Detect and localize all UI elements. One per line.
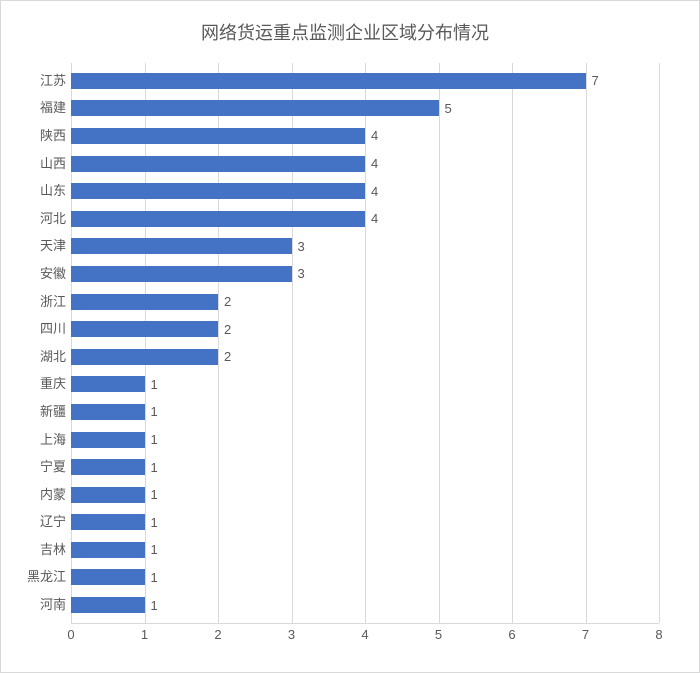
bar bbox=[71, 542, 145, 558]
bar-value-label: 1 bbox=[151, 460, 158, 475]
bar bbox=[71, 266, 292, 282]
bar-row: 福建5 bbox=[71, 97, 659, 119]
bar bbox=[71, 238, 292, 254]
bar-category-label: 吉林 bbox=[11, 539, 66, 561]
chart-container: 网络货运重点监测企业区域分布情况 江苏7福建5陕西4山西4山东4河北4天津3安徽… bbox=[0, 0, 700, 673]
x-tick: 6 bbox=[508, 627, 515, 642]
bar-value-label: 1 bbox=[151, 404, 158, 419]
bar-category-label: 内蒙 bbox=[11, 484, 66, 506]
bar bbox=[71, 514, 145, 530]
bar-row: 山西4 bbox=[71, 153, 659, 175]
bar bbox=[71, 487, 145, 503]
bar-category-label: 辽宁 bbox=[11, 511, 66, 533]
bar bbox=[71, 100, 439, 116]
x-axis-line bbox=[71, 623, 659, 624]
gridline bbox=[659, 63, 660, 623]
bar bbox=[71, 211, 365, 227]
bar-category-label: 宁夏 bbox=[11, 456, 66, 478]
bar-row: 天津3 bbox=[71, 235, 659, 257]
bar-row: 内蒙1 bbox=[71, 484, 659, 506]
bar-value-label: 2 bbox=[224, 322, 231, 337]
bar-row: 陕西4 bbox=[71, 125, 659, 147]
x-tick: 4 bbox=[361, 627, 368, 642]
bar-value-label: 1 bbox=[151, 570, 158, 585]
bar bbox=[71, 183, 365, 199]
bar-category-label: 四川 bbox=[11, 318, 66, 340]
bar-row: 浙江2 bbox=[71, 291, 659, 313]
bar-value-label: 1 bbox=[151, 542, 158, 557]
bar-value-label: 1 bbox=[151, 487, 158, 502]
bar-value-label: 1 bbox=[151, 377, 158, 392]
bar-row: 重庆1 bbox=[71, 373, 659, 395]
bar-row: 宁夏1 bbox=[71, 456, 659, 478]
bar-value-label: 7 bbox=[592, 73, 599, 88]
x-tick: 0 bbox=[67, 627, 74, 642]
bar bbox=[71, 432, 145, 448]
bar-row: 河北4 bbox=[71, 208, 659, 230]
bar bbox=[71, 597, 145, 613]
plot-area: 江苏7 福建5 陕西4 山西4 山东4 河北4 天津3 安徽3 浙江2 四川2 湖北2 重庆1 新疆1 上… bbox=[71, 63, 659, 623]
bar-value-label: 2 bbox=[224, 294, 231, 309]
bar-value-label: 4 bbox=[371, 156, 378, 171]
bar-category-label: 浙江 bbox=[11, 291, 66, 313]
bar-row: 江苏7 bbox=[71, 70, 659, 92]
bar-category-label: 重庆 bbox=[11, 373, 66, 395]
bars: 江苏7 福建5 陕西4 山西4 山东4 河北4 天津3 安徽3 浙江2 四川2 湖北2 重庆1 新疆1 上… bbox=[71, 63, 659, 623]
bar-category-label: 山西 bbox=[11, 153, 66, 175]
bar-row: 新疆1 bbox=[71, 401, 659, 423]
bar-category-label: 河北 bbox=[11, 208, 66, 230]
bar-row: 黑龙江1 bbox=[71, 566, 659, 588]
bar-category-label: 上海 bbox=[11, 429, 66, 451]
bar-value-label: 3 bbox=[298, 239, 305, 254]
bar-category-label: 新疆 bbox=[11, 401, 66, 423]
bar-row: 安徽3 bbox=[71, 263, 659, 285]
bar bbox=[71, 349, 218, 365]
bar bbox=[71, 404, 145, 420]
bar-row: 四川2 bbox=[71, 318, 659, 340]
bar bbox=[71, 321, 218, 337]
bar-category-label: 陕西 bbox=[11, 125, 66, 147]
bar-row: 上海1 bbox=[71, 429, 659, 451]
bar-value-label: 4 bbox=[371, 128, 378, 143]
bar-category-label: 福建 bbox=[11, 97, 66, 119]
bar bbox=[71, 569, 145, 585]
bar-row: 河南1 bbox=[71, 594, 659, 616]
bar bbox=[71, 459, 145, 475]
x-tick: 8 bbox=[655, 627, 662, 642]
x-axis: 012345678 bbox=[71, 623, 659, 653]
bar-category-label: 黑龙江 bbox=[11, 566, 66, 588]
bar-category-label: 江苏 bbox=[11, 70, 66, 92]
bar-value-label: 5 bbox=[445, 101, 452, 116]
x-tick: 1 bbox=[141, 627, 148, 642]
bar-value-label: 4 bbox=[371, 184, 378, 199]
bar-row: 山东4 bbox=[71, 180, 659, 202]
bar-category-label: 湖北 bbox=[11, 346, 66, 368]
bar-category-label: 天津 bbox=[11, 235, 66, 257]
x-tick: 2 bbox=[214, 627, 221, 642]
bar-value-label: 2 bbox=[224, 349, 231, 364]
bar bbox=[71, 73, 586, 89]
bar-row: 吉林1 bbox=[71, 539, 659, 561]
chart-title: 网络货运重点监测企业区域分布情况 bbox=[11, 19, 679, 45]
bar-category-label: 河南 bbox=[11, 594, 66, 616]
bar-value-label: 1 bbox=[151, 432, 158, 447]
x-tick: 5 bbox=[435, 627, 442, 642]
bar bbox=[71, 156, 365, 172]
x-tick: 7 bbox=[582, 627, 589, 642]
bar bbox=[71, 376, 145, 392]
bar-value-label: 1 bbox=[151, 515, 158, 530]
bar-category-label: 山东 bbox=[11, 180, 66, 202]
bar-value-label: 4 bbox=[371, 211, 378, 226]
bar-row: 辽宁1 bbox=[71, 511, 659, 533]
bar-value-label: 3 bbox=[298, 266, 305, 281]
x-tick: 3 bbox=[288, 627, 295, 642]
bar-category-label: 安徽 bbox=[11, 263, 66, 285]
bar-row: 湖北2 bbox=[71, 346, 659, 368]
bar bbox=[71, 294, 218, 310]
bar-value-label: 1 bbox=[151, 598, 158, 613]
bar bbox=[71, 128, 365, 144]
